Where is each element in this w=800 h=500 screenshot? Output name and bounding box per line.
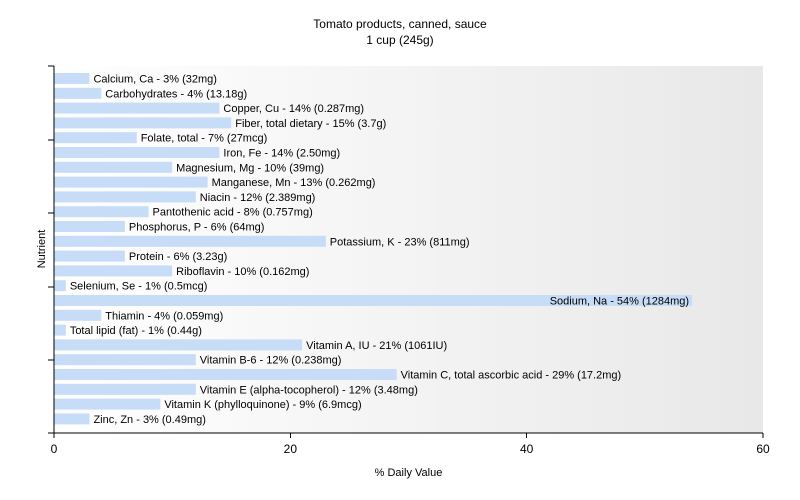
bar-label: Selenium, Se - 1% (0.5mcg) [70,281,208,293]
x-tick-label: 60 [756,442,770,456]
bar-label: Calcium, Ca - 3% (32mg) [93,74,216,86]
bar [54,324,66,336]
bar [54,87,102,99]
chart-title-text: Tomato products, canned, sauce [313,17,487,31]
bar [54,413,90,425]
bar [54,250,125,262]
bar [54,265,173,277]
chart-subtitle-text: 1 cup (245g) [366,33,434,47]
bar [54,309,102,321]
bar [54,176,208,188]
x-tick-label: 40 [520,442,534,456]
bar-label: Vitamin K (phylloquinone) - 9% (6.9mcg) [164,399,361,411]
axes-layer: 0 20 40 60 [48,65,770,456]
x-tick-label: 20 [284,442,298,456]
bar [54,132,137,144]
bar-label: Riboflavin - 10% (0.162mg) [176,266,309,278]
bar [54,369,397,380]
bar-label: Potassium, K - 23% (811mg) [330,236,470,248]
bar [54,383,196,395]
bar-label: Phosphorus, P - 6% (64mg) [129,222,265,234]
chart-title: Tomato products, canned, sauce 1 cup (24… [0,16,800,48]
bar [54,354,196,366]
bar-label: Protein - 6% (3.23g) [129,251,227,263]
bar-label: Manganese, Mn - 13% (0.262mg) [212,177,376,189]
y-axis-label: Nutrient [36,230,48,269]
bar [54,280,66,292]
bars-layer: Calcium, Ca - 3% (32mg) Carbohydrates - 4… [54,73,693,426]
bar-label: Vitamin A, IU - 21% (1061IU) [306,340,447,352]
bar-label: Copper, Cu - 14% (0.287mg) [223,103,364,115]
bar-label: Thiamin - 4% (0.059mg) [105,310,223,322]
bar-label: Fiber, total dietary - 15% (3.7g) [235,118,386,130]
bar-label: Total lipid (fat) - 1% (0.44g) [70,325,202,337]
bar [54,161,173,173]
bar [54,117,232,129]
bar [54,398,161,410]
x-tick-label: 0 [51,442,58,456]
bar-label: Pantothenic acid - 8% (0.757mg) [153,207,313,219]
bar-label: Vitamin C, total ascorbic acid - 29% (17… [401,370,622,382]
bar-label: Magnesium, Mg - 10% (39mg) [176,162,324,174]
bar-label: Carbohydrates - 4% (13.18g) [105,88,247,100]
bar-label: Niacin - 12% (2.389mg) [200,192,316,204]
bar [54,221,125,232]
bar [54,206,149,218]
bar-label: Vitamin E (alpha-tocopherol) - 12% (3.48… [200,384,418,396]
bar [54,147,220,158]
x-axis-label: % Daily Value [375,467,443,479]
bar [54,339,303,351]
bar [54,102,220,114]
bar-label: Zinc, Zn - 3% (0.49mg) [93,414,205,426]
bar-label: Sodium, Na - 54% (1284mg) [550,296,689,308]
bar-label: Folate, total - 7% (27mcg) [141,133,268,145]
bar-label: Iron, Fe - 14% (2.50mg) [223,148,340,160]
bar [54,295,693,306]
bar [54,235,326,247]
bar [54,191,196,203]
bar-label: Vitamin B-6 - 12% (0.238mg) [200,355,342,367]
bar [54,73,90,84]
